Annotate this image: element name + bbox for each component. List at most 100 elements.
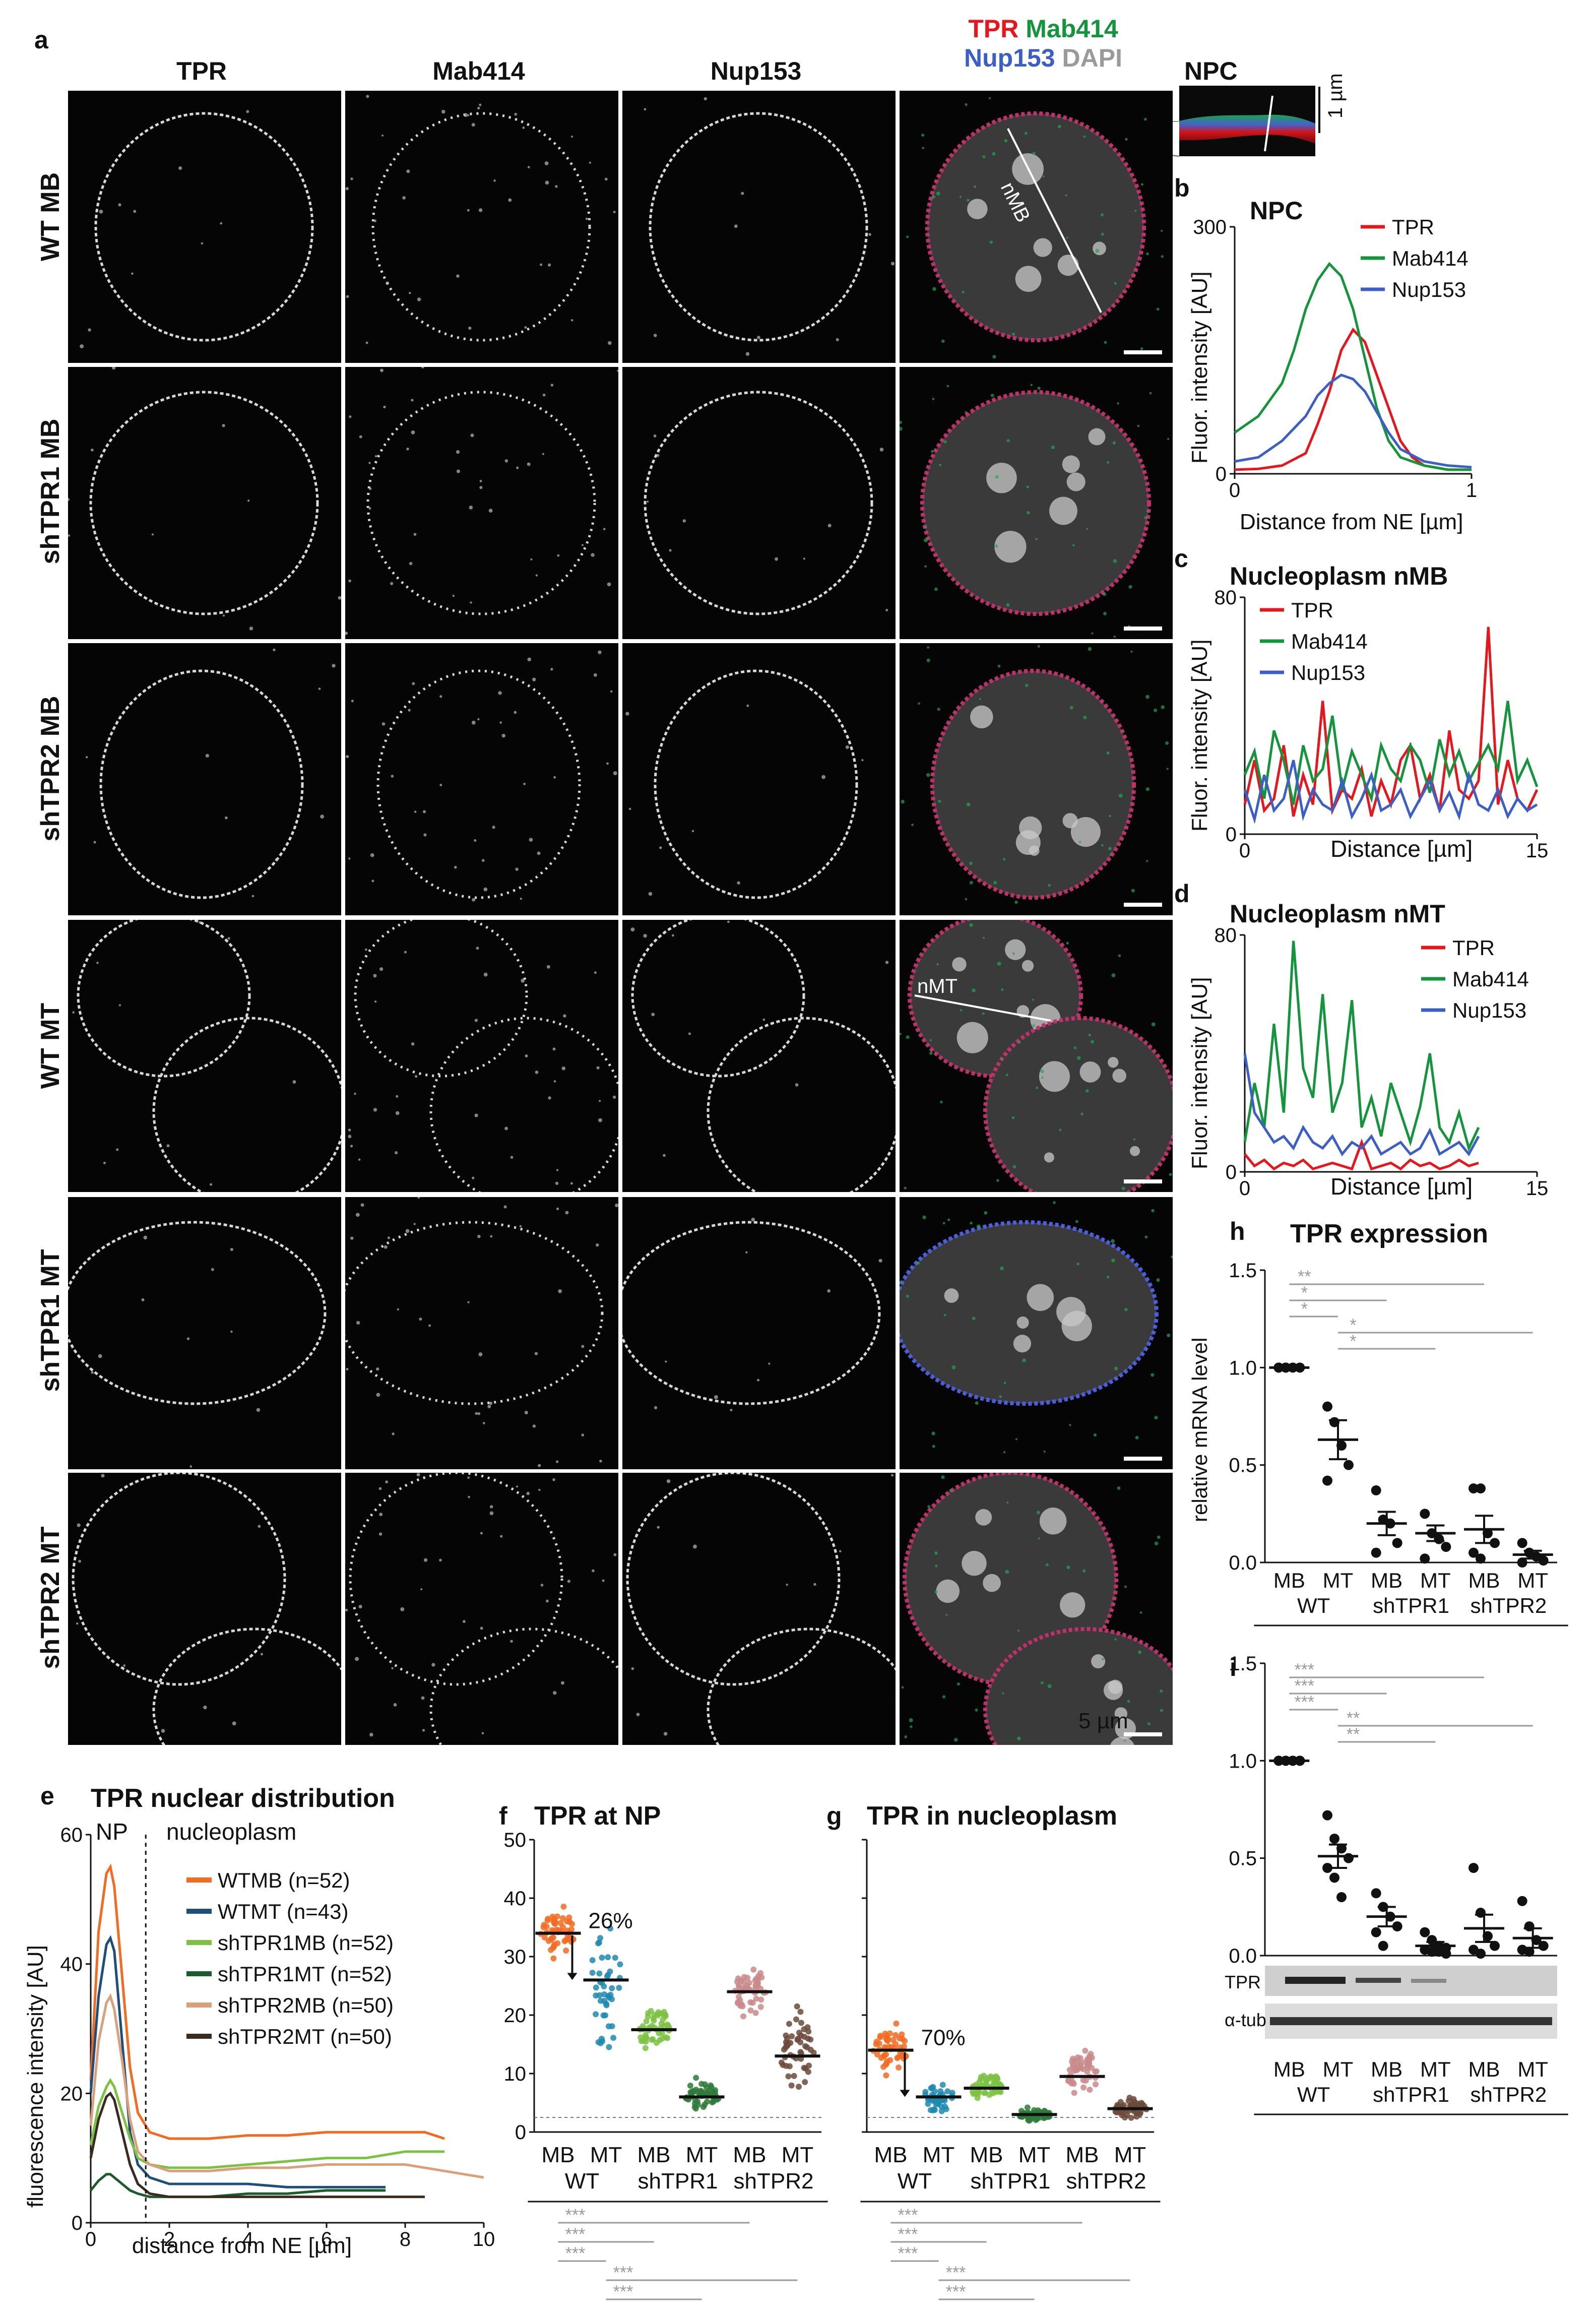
- chart-e-x-tick-label: 2: [164, 2228, 175, 2250]
- chart-g-point: [992, 2089, 999, 2096]
- chart-f-point: [692, 2105, 699, 2112]
- chart-f-point: [597, 1935, 604, 1942]
- chart-f-point: [601, 1991, 608, 1997]
- chart-f-point: [549, 1927, 555, 1933]
- chart-f-point: [560, 1903, 567, 1910]
- chart-g-significance-label: ***: [946, 2263, 966, 2282]
- chart-i-significance-label: **: [1347, 1725, 1360, 1744]
- micrograph-wt-mt-merge: nMT: [900, 920, 1173, 1192]
- chart-b-legend-label: Mab414: [1392, 246, 1469, 270]
- chart-g-point: [975, 2088, 981, 2095]
- chart-i-category-label: MT: [1420, 2057, 1451, 2081]
- chart-b-series-nup153: [1234, 373, 1472, 469]
- chart-h-group-label: shTPR2: [1470, 1594, 1547, 1617]
- chart-i-category-label: MB: [1469, 2057, 1500, 2081]
- chart-d-y-tick-label: 0: [1226, 1161, 1237, 1183]
- chart-i-point: [1336, 1892, 1347, 1902]
- chart-i-point: [1344, 1853, 1354, 1863]
- chart-h-category-label: MB: [1273, 1569, 1305, 1592]
- chart-f-point: [555, 1927, 562, 1933]
- chart-e-x-tick-label: 0: [85, 2228, 96, 2250]
- chart-g-point: [1071, 2090, 1077, 2096]
- chart-i-point: [1538, 1940, 1549, 1951]
- chart-f-point: [566, 1914, 572, 1921]
- chart-e-nucleoplasm-label: nucleoplasm: [166, 1819, 296, 1845]
- chart-b-series-mab414: [1234, 262, 1472, 471]
- chart-f-point: [554, 1940, 561, 1947]
- chart-g-point: [928, 2085, 934, 2091]
- micrograph-wt-mt-nup153: [622, 920, 896, 1192]
- chart-h-point: [1322, 1475, 1332, 1486]
- chart-i-group-label: shTPR1: [1373, 2083, 1449, 2106]
- chart-f-point: [598, 2035, 605, 2042]
- chart-i-point: [1490, 1940, 1500, 1951]
- chart-f-group-label: shTPR1: [638, 2169, 718, 2194]
- chart-f-point: [605, 1954, 611, 1961]
- chart-f-point: [810, 2049, 817, 2056]
- chart-e-y-tick-label: 40: [60, 1954, 83, 1976]
- chart-g-point: [887, 2057, 893, 2063]
- column-header-mab414: Mab414: [432, 57, 525, 85]
- chart-h-significance-label: *: [1350, 1316, 1356, 1335]
- chart-g-point: [949, 2090, 955, 2096]
- chart-g-point: [893, 2020, 900, 2027]
- chart-h-point: [1469, 1483, 1479, 1494]
- chart-g-point: [1082, 2077, 1089, 2084]
- chart-i-y-tick-label: 1.5: [1229, 1653, 1257, 1675]
- chart-f-point: [650, 2015, 657, 2022]
- chart-f-point: [544, 1917, 551, 1923]
- chart-g-group-label: shTPR1: [971, 2169, 1051, 2194]
- chart-h-point: [1322, 1401, 1332, 1412]
- chart-h-point: [1476, 1553, 1486, 1564]
- chart-g-point: [1031, 2107, 1038, 2113]
- chart-g-point: [881, 2044, 888, 2050]
- chart-g-point: [1122, 2114, 1128, 2121]
- chart-b-y-tick-label: 0: [1216, 463, 1227, 485]
- chart-g-point: [997, 2089, 1004, 2095]
- scale-bar: [1124, 1179, 1162, 1183]
- chart-f-point: [656, 2011, 663, 2017]
- chart-f-point: [550, 1934, 556, 1941]
- chart-g-title: TPR in nucleoplasm: [867, 1801, 1117, 1831]
- chart-f-point: [589, 1957, 596, 1964]
- chart-f-point: [545, 1937, 552, 1944]
- chart-f-category-label: MB: [733, 2143, 767, 2167]
- chart-b-legend-label: TPR: [1392, 215, 1434, 239]
- chart-i-category-label: MB: [1273, 2057, 1305, 2081]
- chart-h-category-label: MB: [1469, 1569, 1500, 1592]
- chart-h-category-label: MB: [1371, 1569, 1402, 1592]
- chart-f-reduction-arrowhead: [567, 1973, 578, 1980]
- chart-f-point: [791, 2073, 797, 2079]
- micrograph-wt-mb-tpr: [68, 91, 341, 363]
- chart-g-category-label: MT: [1018, 2143, 1051, 2167]
- chart-f-point: [794, 2003, 800, 2010]
- chart-f-point: [603, 2002, 610, 2009]
- chart-g-point: [877, 2034, 883, 2040]
- chart-f-point: [609, 1985, 615, 1991]
- chart-g-point: [992, 2078, 998, 2084]
- chart-f-point: [805, 2028, 812, 2035]
- blot-label-tubulin: α-tub: [1225, 2010, 1266, 2030]
- chart-e-x-tick-label: 4: [242, 2228, 253, 2250]
- chart-g-group-label: shTPR2: [1066, 2169, 1146, 2194]
- chart-f-point: [797, 2009, 804, 2015]
- chart-g-point: [1080, 2084, 1087, 2091]
- chart-f-point: [785, 2073, 792, 2080]
- chart-g-category-label: MT: [1114, 2143, 1146, 2167]
- chart-g-category-label: MB: [1066, 2143, 1099, 2167]
- chart-d-series-mab414: [1243, 941, 1480, 1152]
- chart-c-x-tick-label: 0: [1239, 840, 1250, 862]
- chart-f-point: [753, 1976, 759, 1982]
- chart-f-point: [541, 1934, 548, 1940]
- chart-g-point: [944, 2088, 951, 2095]
- chart-f-point: [740, 1979, 747, 1985]
- chart-h-group-label: WT: [1297, 1594, 1330, 1617]
- chart-h-point: [1392, 1538, 1402, 1548]
- micrograph-shtpr2-mt-merge: [900, 1473, 1173, 1745]
- chart-f-point: [749, 1999, 756, 2006]
- chart-e-x-tick-label: 10: [473, 2228, 495, 2250]
- scalebar-label: 5 µm: [1078, 1709, 1128, 1733]
- micrograph-shtpr2-mb-tpr: [68, 643, 341, 915]
- chart-g-point: [884, 2036, 891, 2042]
